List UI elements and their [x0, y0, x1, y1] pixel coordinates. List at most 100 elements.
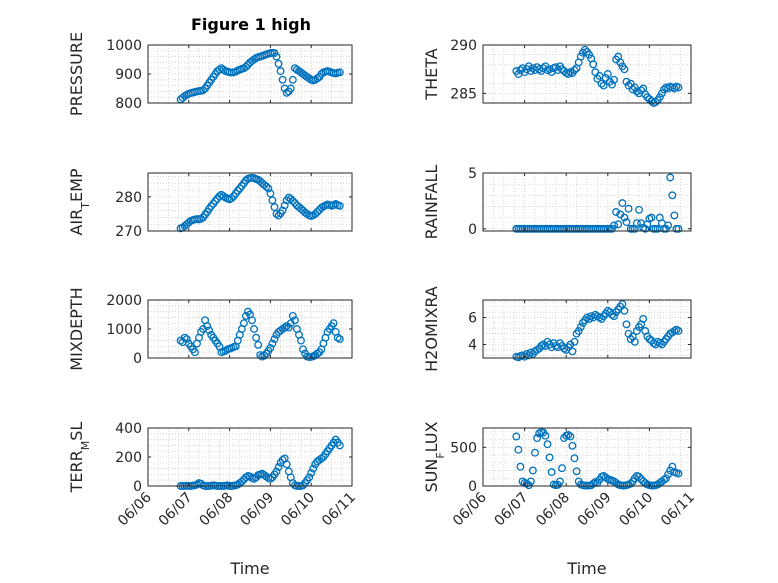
series-markers	[512, 45, 683, 107]
series-markers	[176, 48, 344, 104]
y-axis-label: TERRMSL	[67, 422, 92, 494]
y-tick-label: 400	[115, 421, 142, 437]
series-markers	[512, 300, 683, 362]
data-point	[317, 454, 326, 463]
data-point	[599, 81, 608, 90]
y-tick-label: 0	[133, 351, 142, 367]
data-point	[535, 65, 544, 74]
data-point	[647, 213, 656, 222]
data-point	[239, 319, 248, 328]
y-tick-label: 270	[115, 224, 142, 240]
data-point	[630, 337, 639, 346]
data-point	[264, 184, 273, 193]
data-point	[641, 224, 650, 233]
data-point	[570, 454, 579, 463]
data-point	[543, 440, 552, 449]
data-point	[589, 479, 598, 488]
data-point	[597, 79, 606, 88]
data-point	[522, 479, 531, 488]
data-point	[628, 85, 637, 94]
axes-box	[147, 172, 353, 232]
data-point	[335, 441, 344, 450]
data-point	[250, 55, 259, 64]
data-point	[518, 477, 527, 486]
data-point	[635, 205, 643, 214]
data-point	[290, 199, 299, 207]
y-axis-label: AIRTEMP	[67, 168, 92, 235]
data-point	[612, 208, 621, 216]
data-point	[632, 87, 641, 96]
data-point	[252, 333, 261, 342]
data-point	[674, 469, 683, 478]
data-point	[278, 75, 287, 84]
data-point	[614, 220, 623, 229]
data-point	[205, 326, 214, 335]
data-point	[288, 75, 297, 84]
y-axis-label: THETA	[422, 48, 441, 100]
data-point	[248, 316, 256, 325]
data-point	[276, 67, 285, 76]
data-point	[524, 481, 533, 490]
data-point	[655, 93, 664, 102]
series-markers	[176, 307, 344, 362]
data-point	[288, 311, 297, 320]
data-point	[329, 319, 338, 328]
y-tick-label: 280	[115, 190, 142, 206]
data-point	[219, 192, 228, 201]
y-tick-label: 2000	[106, 293, 142, 309]
data-point	[274, 211, 283, 220]
data-point	[630, 83, 639, 92]
data-point	[272, 209, 281, 218]
data-point	[272, 52, 281, 61]
data-point	[576, 323, 585, 331]
data-point	[643, 93, 652, 102]
data-point	[526, 477, 535, 486]
data-point	[524, 62, 533, 71]
data-point	[620, 213, 629, 222]
data-point	[585, 50, 594, 59]
y-tick-label: 0	[468, 479, 477, 495]
data-point	[566, 432, 575, 441]
panel-h2omixra: 4 6 H2OMIXRA	[422, 286, 692, 372]
y-axis-label: MIXDEPTH	[67, 287, 86, 370]
data-point	[317, 203, 326, 212]
data-point	[622, 218, 631, 227]
y-tick-label: 1000	[106, 322, 142, 338]
data-point	[278, 455, 287, 464]
data-point	[570, 337, 579, 346]
data-point	[556, 477, 564, 486]
data-point	[568, 347, 577, 356]
grid-lines	[482, 172, 692, 231]
data-point	[266, 189, 275, 198]
axes-box	[482, 172, 692, 232]
data-point	[514, 445, 523, 454]
data-point	[624, 204, 633, 213]
data-point	[674, 83, 683, 92]
axes-box	[482, 44, 692, 104]
data-point	[305, 473, 314, 482]
panel-rainfall: 0 5 RAINFALL	[422, 165, 692, 239]
plot-area	[483, 428, 691, 486]
y-axis-label: SUNFLUX	[422, 421, 447, 492]
data-point	[266, 474, 275, 483]
data-point	[286, 194, 295, 203]
data-point	[637, 475, 646, 483]
data-point	[572, 467, 581, 476]
y-tick-label: 500	[450, 440, 477, 456]
series-markers	[512, 173, 683, 233]
data-point	[512, 432, 521, 441]
y-tick-label: 800	[115, 96, 142, 112]
data-point	[250, 325, 259, 333]
x-axis-label: Time	[229, 559, 269, 578]
y-tick-label: 290	[450, 38, 477, 54]
data-point	[632, 327, 641, 335]
y-tick-label: 900	[115, 67, 142, 83]
data-point	[637, 86, 646, 95]
data-point	[286, 84, 295, 93]
data-point	[274, 463, 283, 472]
data-point	[272, 467, 281, 476]
data-point	[317, 70, 326, 78]
axes-box	[482, 299, 692, 359]
data-point	[280, 201, 289, 210]
data-point	[547, 468, 556, 477]
